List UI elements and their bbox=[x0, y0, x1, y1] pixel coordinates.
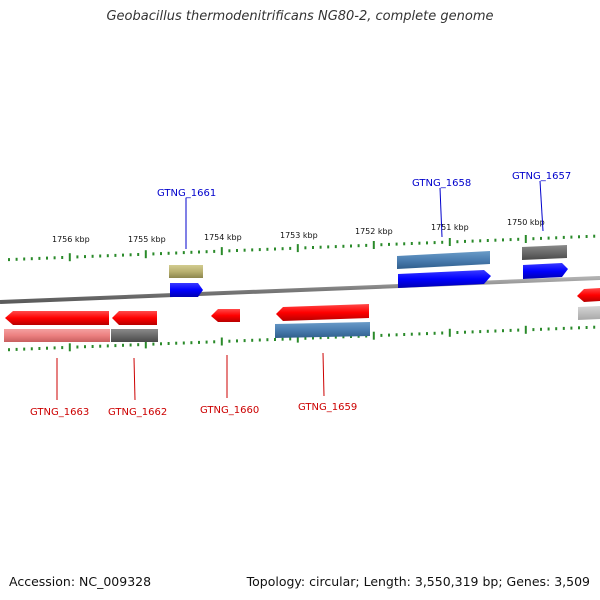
gene-annotation-bar bbox=[578, 306, 600, 320]
gene-label-gtng-1661[interactable]: GTNG_1661 bbox=[157, 188, 216, 199]
gene-arrow bbox=[523, 263, 568, 279]
ruler-label-1752: 1752 kbp bbox=[355, 227, 393, 236]
leader-line-gtng-1657 bbox=[539, 180, 544, 232]
gene-label-gtng-1658[interactable]: GTNG_1658 bbox=[412, 178, 471, 189]
leader-line-gtng-1662 bbox=[133, 357, 136, 401]
gene-feature-gtng-1659[interactable] bbox=[275, 304, 370, 338]
gene-arrow bbox=[170, 283, 203, 297]
gene-feature-gtng-1658[interactable] bbox=[397, 251, 491, 288]
gene-annotation-bar bbox=[397, 251, 490, 269]
gene-annotation-bar bbox=[4, 329, 110, 342]
gene-feature-gtng-1661[interactable] bbox=[169, 265, 203, 297]
ruler-label-1756: 1756 kbp bbox=[52, 235, 90, 244]
accession-text: Accession: NC_009328 bbox=[9, 574, 152, 589]
gene-feature-gtng-1663[interactable] bbox=[4, 311, 110, 342]
map-title: Geobacillus thermodenitrificans NG80-2, … bbox=[106, 9, 494, 24]
ruler-label-1753: 1753 kbp bbox=[280, 231, 318, 240]
gene-label-gtng-1663[interactable]: GTNG_1663 bbox=[30, 407, 89, 418]
gene-feature-gtng-1660[interactable] bbox=[211, 309, 240, 322]
gene-arrow bbox=[112, 311, 157, 325]
gene-annotation-bar bbox=[522, 245, 567, 260]
gene-label-gtng-1659[interactable]: GTNG_1659 bbox=[298, 402, 357, 413]
leader-line-gtng-1658 bbox=[439, 187, 443, 238]
gene-arrow bbox=[5, 311, 109, 325]
gene-annotation-bar bbox=[169, 265, 203, 278]
gene-feature-gtng-1657[interactable] bbox=[522, 245, 568, 279]
ruler-label-1755: 1755 kbp bbox=[128, 235, 166, 244]
gene-label-gtng-1662[interactable]: GTNG_1662 bbox=[108, 407, 167, 418]
leader-line-gtng-1659 bbox=[322, 352, 325, 397]
gene-label-gtng-1657[interactable]: GTNG_1657 bbox=[512, 171, 571, 182]
gene-arrow bbox=[398, 270, 491, 288]
gene-arrow bbox=[276, 304, 369, 321]
upper-tick-row bbox=[8, 234, 596, 262]
gene-annotation-bar bbox=[111, 329, 158, 342]
gene-feature-gtng-1662[interactable] bbox=[111, 311, 158, 342]
lower-tick-row bbox=[8, 325, 596, 352]
genome-backbone bbox=[0, 276, 600, 304]
ruler-label-1751: 1751 kbp bbox=[431, 223, 469, 232]
gene-arrow bbox=[211, 309, 240, 322]
gene-label-gtng-1660[interactable]: GTNG_1660 bbox=[200, 405, 259, 416]
ruler-label-1754: 1754 kbp bbox=[204, 233, 242, 242]
gene-feature-partial-right[interactable] bbox=[577, 288, 600, 320]
topology-text: Topology: circular; Length: 3,550,319 bp… bbox=[246, 574, 590, 589]
ruler-label-1750: 1750 kbp bbox=[507, 218, 545, 227]
gene-annotation-bar bbox=[275, 322, 370, 338]
gene-arrow bbox=[577, 288, 600, 302]
